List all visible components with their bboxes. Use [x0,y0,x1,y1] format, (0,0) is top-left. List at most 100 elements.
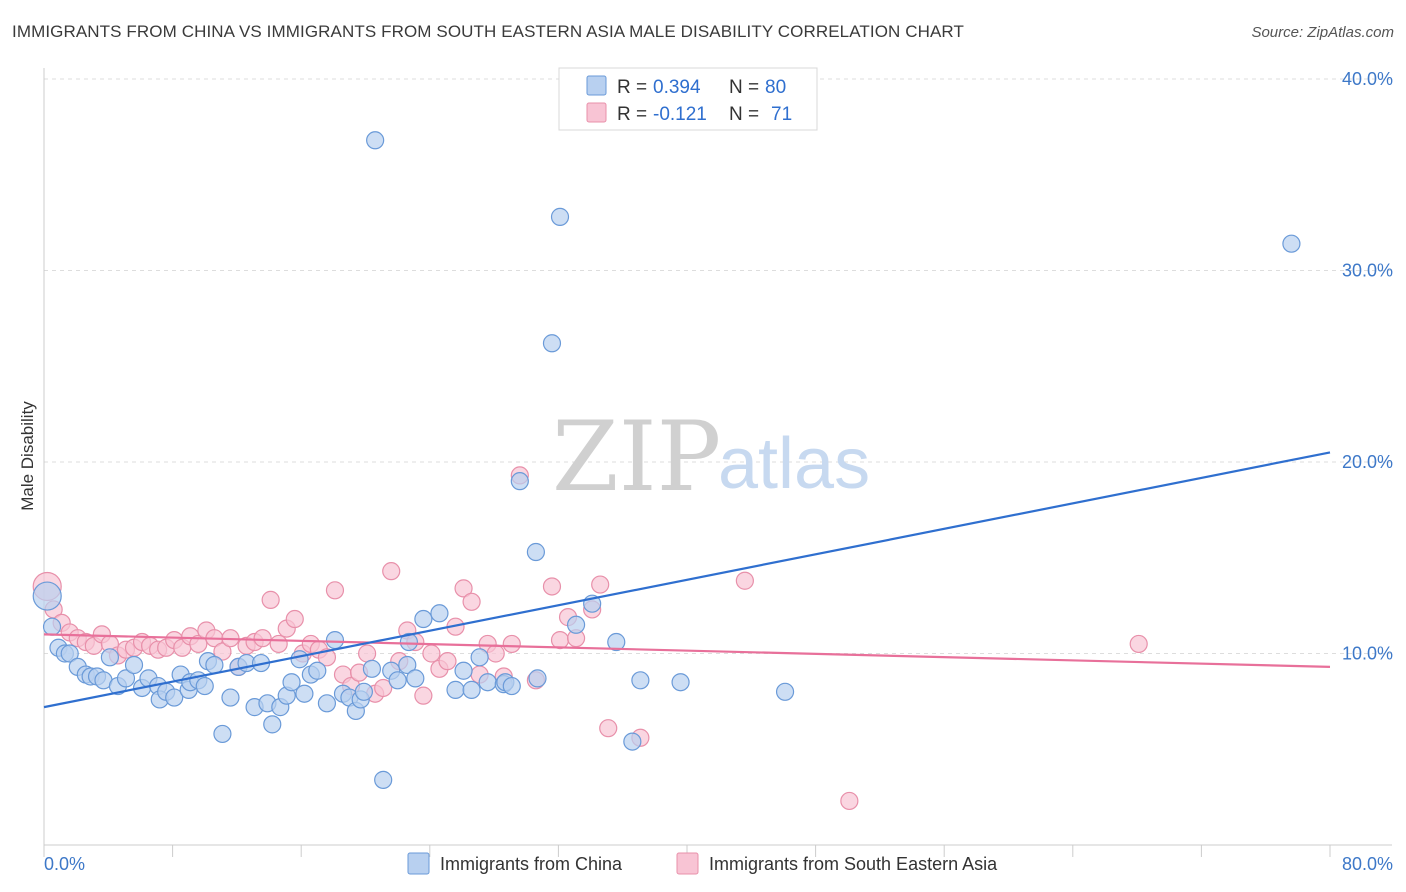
china-point [502,676,521,696]
legend-china-label: Immigrants from China [440,854,623,874]
china-point [195,676,214,696]
china-point [623,732,642,751]
y-tick-label: 40.0% [1342,69,1393,89]
china-point [414,609,433,629]
sea-point [414,686,433,705]
china-r-value: 0.394 [653,77,701,98]
axes [43,68,1392,857]
sea-point [317,648,337,667]
chart-title: IMMIGRANTS FROM CHINA VS IMMIGRANTS FROM… [12,22,964,41]
source-label: Source: ZipAtlas.com [1251,24,1394,41]
china-point [290,650,309,669]
sea-point [285,609,304,629]
y-axis-label: Male Disability [18,401,37,511]
china-point [398,655,417,675]
china-point [308,661,327,680]
china-n-label: N = [729,77,759,98]
sea-point [189,634,208,654]
china-n-value: 80 [765,77,786,98]
china-swatch [586,75,607,96]
china-point [100,648,120,667]
china-point [42,617,62,636]
sea-point [454,579,473,598]
sea-point [358,644,377,663]
china-point [124,655,144,675]
grid-lines [44,78,1392,654]
china-point [430,604,449,623]
china-point [542,334,562,353]
sea-point [502,634,521,654]
china-point [295,684,314,703]
sea-point [253,629,272,648]
y-tick-label: 20.0% [1342,452,1393,472]
x-tick-label: 80.0% [1342,854,1393,874]
china-point [388,671,407,690]
china-point [478,673,497,692]
sea-swatch [586,102,607,123]
china-point [362,659,382,678]
china-point [116,669,136,688]
sea-point [422,644,441,663]
china-point [213,724,232,744]
sea-point [1129,634,1148,654]
sea-n-label: N = [729,104,759,125]
china-trend-line [43,451,1331,709]
sea-r-label: R = [617,104,647,125]
china-r-label: R = [617,77,647,98]
sea-r-value: -0.121 [653,104,707,125]
china-point [282,673,301,692]
stats-legend: R = 0.394 N = 80 R = -0.121 N = 71 [558,67,818,131]
x-tick-label: 0.0% [44,854,85,874]
sea-point [269,634,288,654]
sea-point [374,678,393,698]
china-point [60,644,79,663]
sea-point [840,791,859,811]
china-point [325,630,345,650]
sea-point [325,581,345,600]
china-point [607,632,626,652]
sea-point [382,562,401,581]
legend-sea-swatch [676,852,699,875]
sea-point [462,592,481,611]
china-point [354,682,373,701]
sea-point [438,652,457,671]
y-tick-label: 30.0% [1342,261,1393,281]
china-point [1282,234,1301,253]
legend-sea-label: Immigrants from South Eastern Asia [709,854,998,874]
sea-point [591,575,610,594]
china-point [366,131,385,150]
china-point [550,207,570,226]
china-point [221,688,240,707]
y-tick-label: 10.0% [1342,644,1393,664]
legend-china-swatch [407,852,430,875]
sea-point [486,644,505,663]
china-point [454,661,473,680]
sea-point [550,630,570,650]
sea-point [261,590,280,609]
china-point [470,648,489,667]
watermark: ZIP atlas [552,401,870,513]
china-point [775,682,795,701]
china-point [510,472,529,491]
china-point [446,680,465,699]
sea-point [542,577,562,596]
china-point [32,581,62,611]
sea-point [599,719,618,738]
sea-point [735,571,754,590]
x-tick-labels: 0.0% 80.0% [44,854,1393,874]
china-point [566,615,586,634]
china-point [631,671,650,690]
china-point [399,632,419,652]
china-point [263,715,282,734]
sea-trend-line [43,633,1331,669]
trend-lines [43,451,1331,709]
series-legend: Immigrants from China Immigrants from So… [407,852,998,875]
china-point [406,669,425,688]
china-point [671,673,690,692]
sea-n-value: 71 [771,104,792,125]
china-point [528,669,547,688]
china-point [526,542,545,562]
china-point [374,770,393,789]
china-point [317,694,337,713]
